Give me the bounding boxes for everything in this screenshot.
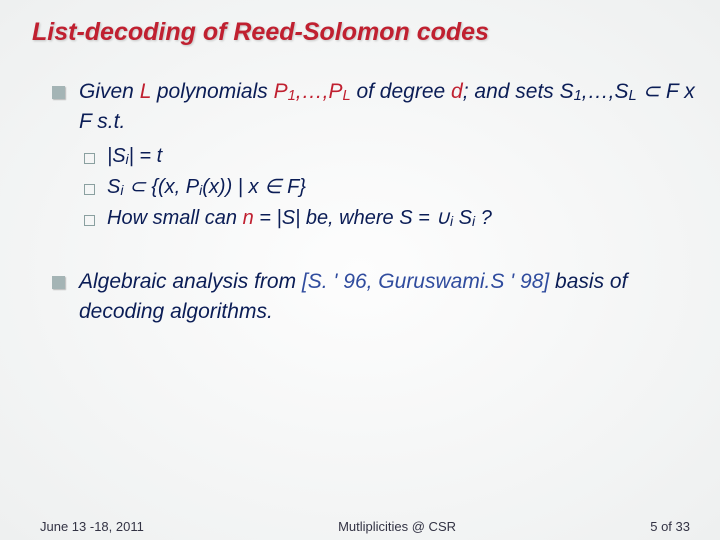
slide-container: List-decoding of Reed-Solomon codes Give… — [0, 0, 720, 540]
bullet-level2-size: |Si| = t — [84, 142, 696, 171]
bullet-level2-howsmall: How small can n = |S| be, where S = ∪i S… — [84, 204, 696, 233]
bullet-small-square-icon — [84, 153, 95, 164]
text-L: L — [140, 80, 151, 103]
bullet-level1-algebraic: Algebraic analysis from [S. ' 96, Gurusw… — [52, 267, 696, 328]
bullet-small-square-icon — [84, 184, 95, 195]
sub: 1 — [574, 88, 582, 104]
text-n: n — [243, 207, 254, 229]
footer-center: Mutliplicities @ CSR — [338, 519, 456, 534]
bullet-text: How small can n = |S| be, where S = ∪i S… — [107, 204, 492, 233]
sub: L — [342, 88, 350, 104]
text: Algebraic analysis from — [79, 270, 302, 293]
footer-page: 5 of 33 — [650, 519, 690, 534]
text: ,…, — [296, 80, 329, 103]
slide-body: Given L polynomials P1,…,PL of degree d;… — [24, 77, 696, 328]
bullet-text: Given L polynomials P1,…,PL of degree d;… — [79, 77, 696, 138]
text: |S — [107, 145, 126, 167]
sub: 1 — [288, 88, 296, 104]
bullet-text: Algebraic analysis from [S. ' 96, Gurusw… — [79, 267, 696, 328]
bullet-level2-subset: Si ⊂ {(x, Pi(x)) | x ∈ F} — [84, 173, 696, 202]
text: | = t — [129, 145, 163, 167]
text: (x)) | x ∈ F} — [202, 176, 306, 198]
slide-footer: June 13 -18, 2011 Mutliplicities @ CSR 5… — [0, 519, 720, 534]
text: of degree — [351, 80, 451, 103]
spacer — [24, 235, 696, 255]
bullet-text: |Si| = t — [107, 142, 162, 171]
text-P1: P1 — [274, 80, 296, 103]
text: How small can — [107, 207, 243, 229]
text-d: d — [451, 80, 463, 103]
bullet-level1-given: Given L polynomials P1,…,PL of degree d;… — [52, 77, 696, 138]
text: Given — [79, 80, 140, 103]
bullet-text: Si ⊂ {(x, Pi(x)) | x ∈ F} — [107, 173, 306, 202]
text: ⊂ {(x, P — [123, 176, 199, 198]
text: P — [328, 80, 342, 103]
bullet-small-square-icon — [84, 215, 95, 226]
text: ,…,S — [582, 80, 629, 103]
bullet-square-icon — [52, 86, 65, 99]
text: ? — [475, 207, 492, 229]
text-PL: PL — [328, 80, 350, 103]
citation-text: [S. ' 96, Guruswami.S ' 98] — [302, 270, 549, 293]
text: P — [274, 80, 288, 103]
bullet-square-icon — [52, 276, 65, 289]
text: = |S| be, where S = ∪ — [254, 207, 450, 229]
footer-date: June 13 -18, 2011 — [40, 519, 144, 534]
text: S — [453, 207, 472, 229]
text: ; and sets S — [463, 80, 574, 103]
sub: L — [628, 88, 636, 104]
text: S — [107, 176, 120, 198]
text: polynomials — [151, 80, 274, 103]
slide-title: List-decoding of Reed-Solomon codes — [24, 18, 696, 47]
